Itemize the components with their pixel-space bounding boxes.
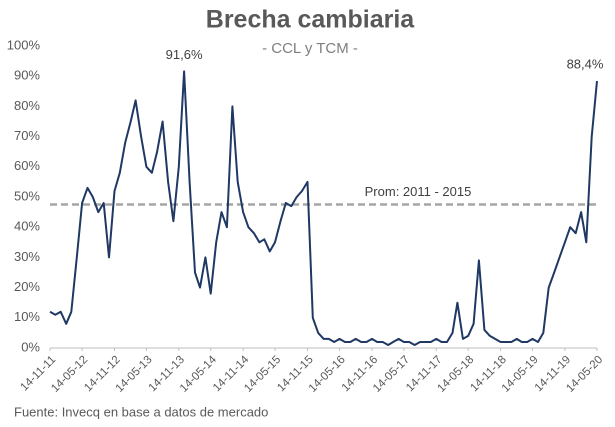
annotation: 91,6% (166, 47, 203, 62)
chart-subtitle: - CCL y TCM - (262, 40, 358, 57)
data-line (49, 70, 598, 346)
y-tick-label: 0% (21, 339, 40, 354)
y-tick-label: 70% (14, 128, 40, 143)
y-tick-label: 20% (14, 279, 40, 294)
annotation: 88,4% (567, 56, 604, 71)
y-tick-label: 60% (14, 158, 40, 173)
y-tick-label: 50% (14, 188, 40, 203)
y-tick-label: 10% (14, 309, 40, 324)
chart-title: Brecha cambiaria (206, 6, 416, 34)
y-tick-label: 30% (14, 249, 40, 264)
y-tick-label: 100% (7, 37, 41, 52)
y-tick-label: 80% (14, 98, 40, 113)
y-tick-label: 40% (14, 219, 40, 234)
source-note: Fuente: Invecq en base a datos de mercad… (14, 404, 268, 419)
y-tick-label: 90% (14, 68, 40, 83)
reference-label: Prom: 2011 - 2015 (365, 184, 472, 199)
